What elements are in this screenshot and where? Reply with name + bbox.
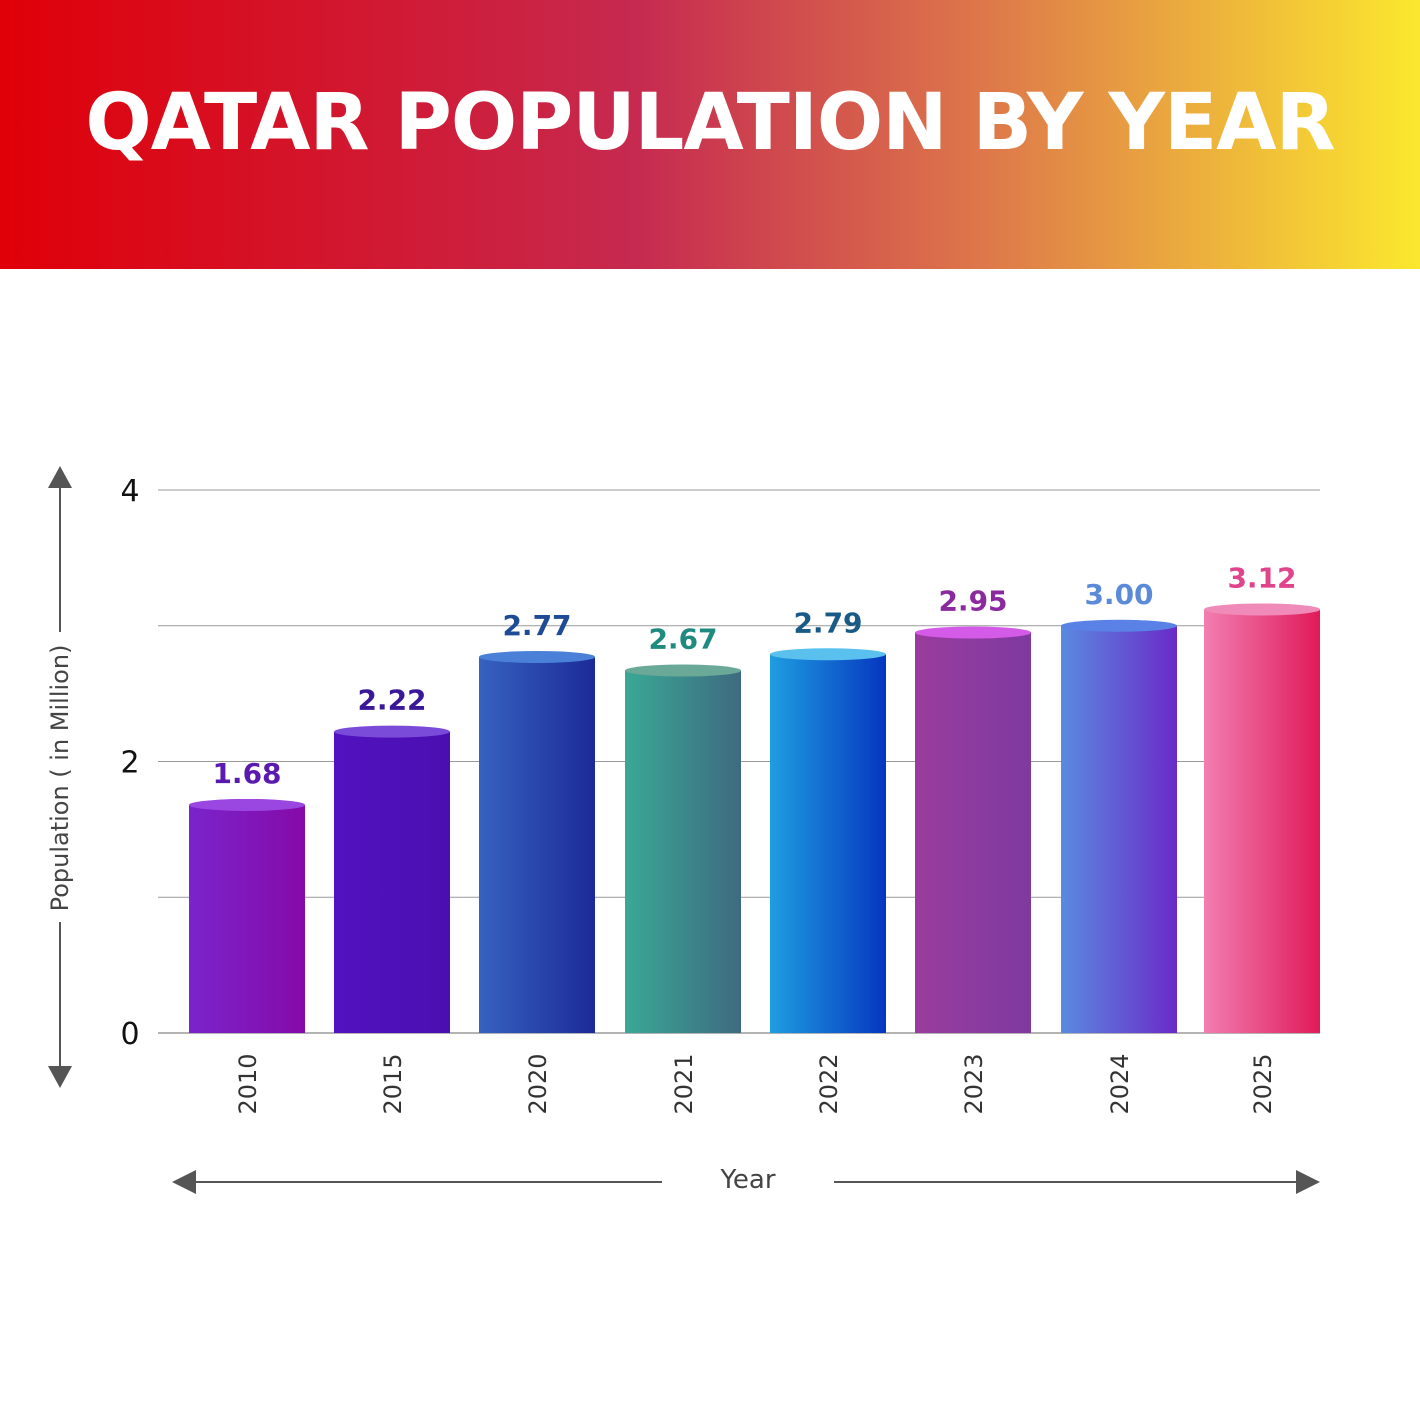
value-label-2020: 2.77 [502,609,571,642]
x-tick-label-2023: 2023 [960,1053,988,1114]
x-tick-label-2022: 2022 [815,1053,843,1114]
bar-top-2023 [915,626,1031,639]
bar-2010 [189,804,305,1033]
value-label-2025: 3.12 [1227,561,1296,594]
bar-top-2015 [334,725,450,738]
value-label-2010: 1.68 [212,757,281,790]
bar-top-2010 [189,798,305,811]
x-axis-label: Year [719,1165,775,1195]
y-tick-label: 4 [120,474,139,509]
y-tick-label: 2 [120,746,139,781]
bar-top-2021 [625,664,741,677]
x-axis-arrow-right [1296,1170,1320,1194]
bar-top-2025 [1204,603,1320,616]
x-tick-label-2025: 2025 [1249,1053,1277,1114]
x-tick-label-2020: 2020 [524,1053,552,1114]
bar-2015 [334,731,450,1033]
value-label-2023: 2.95 [938,585,1007,618]
value-label-2022: 2.79 [793,606,862,639]
bar-top-2024 [1061,619,1177,632]
bar-2024 [1061,625,1177,1033]
x-tick-label-2024: 2024 [1106,1053,1134,1114]
x-tick-label-2010: 2010 [234,1053,262,1114]
y-axis-label: Population ( in Million) [46,645,74,912]
y-axis-arrow-down [48,1066,72,1088]
bar-2022 [770,654,886,1033]
value-label-2015: 2.22 [357,684,426,717]
y-axis-arrow-up [48,466,72,488]
x-tick-label-2021: 2021 [670,1053,698,1114]
value-label-2021: 2.67 [648,623,717,656]
bar-top-2020 [479,650,595,663]
value-label-2024: 3.00 [1084,578,1153,611]
title-banner: QATAR POPULATION BY YEAR [0,0,1420,269]
bar-2020 [479,656,595,1033]
bar-top-2022 [770,648,886,661]
x-tick-label-2015: 2015 [379,1053,407,1114]
x-axis-arrow-left [172,1170,196,1194]
bar-2025 [1204,609,1320,1033]
bar-2023 [915,632,1031,1033]
bar-2021 [625,670,741,1033]
y-tick-label: 0 [120,1017,139,1052]
chart-title: QATAR POPULATION BY YEAR [85,78,1335,168]
